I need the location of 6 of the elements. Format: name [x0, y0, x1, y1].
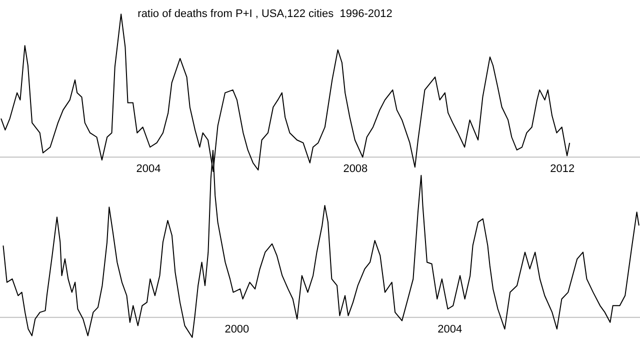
- chart-title: ratio of deaths from P+I , USA,122 cities 1996-2012: [136, 8, 394, 20]
- x-tick-label: 2008: [343, 163, 368, 176]
- x-tick-label: 2000: [224, 322, 250, 335]
- x-tick-label: 2004: [136, 163, 161, 176]
- x-tick-label: 2012: [550, 163, 575, 176]
- x-tick-label: 2004: [438, 322, 462, 335]
